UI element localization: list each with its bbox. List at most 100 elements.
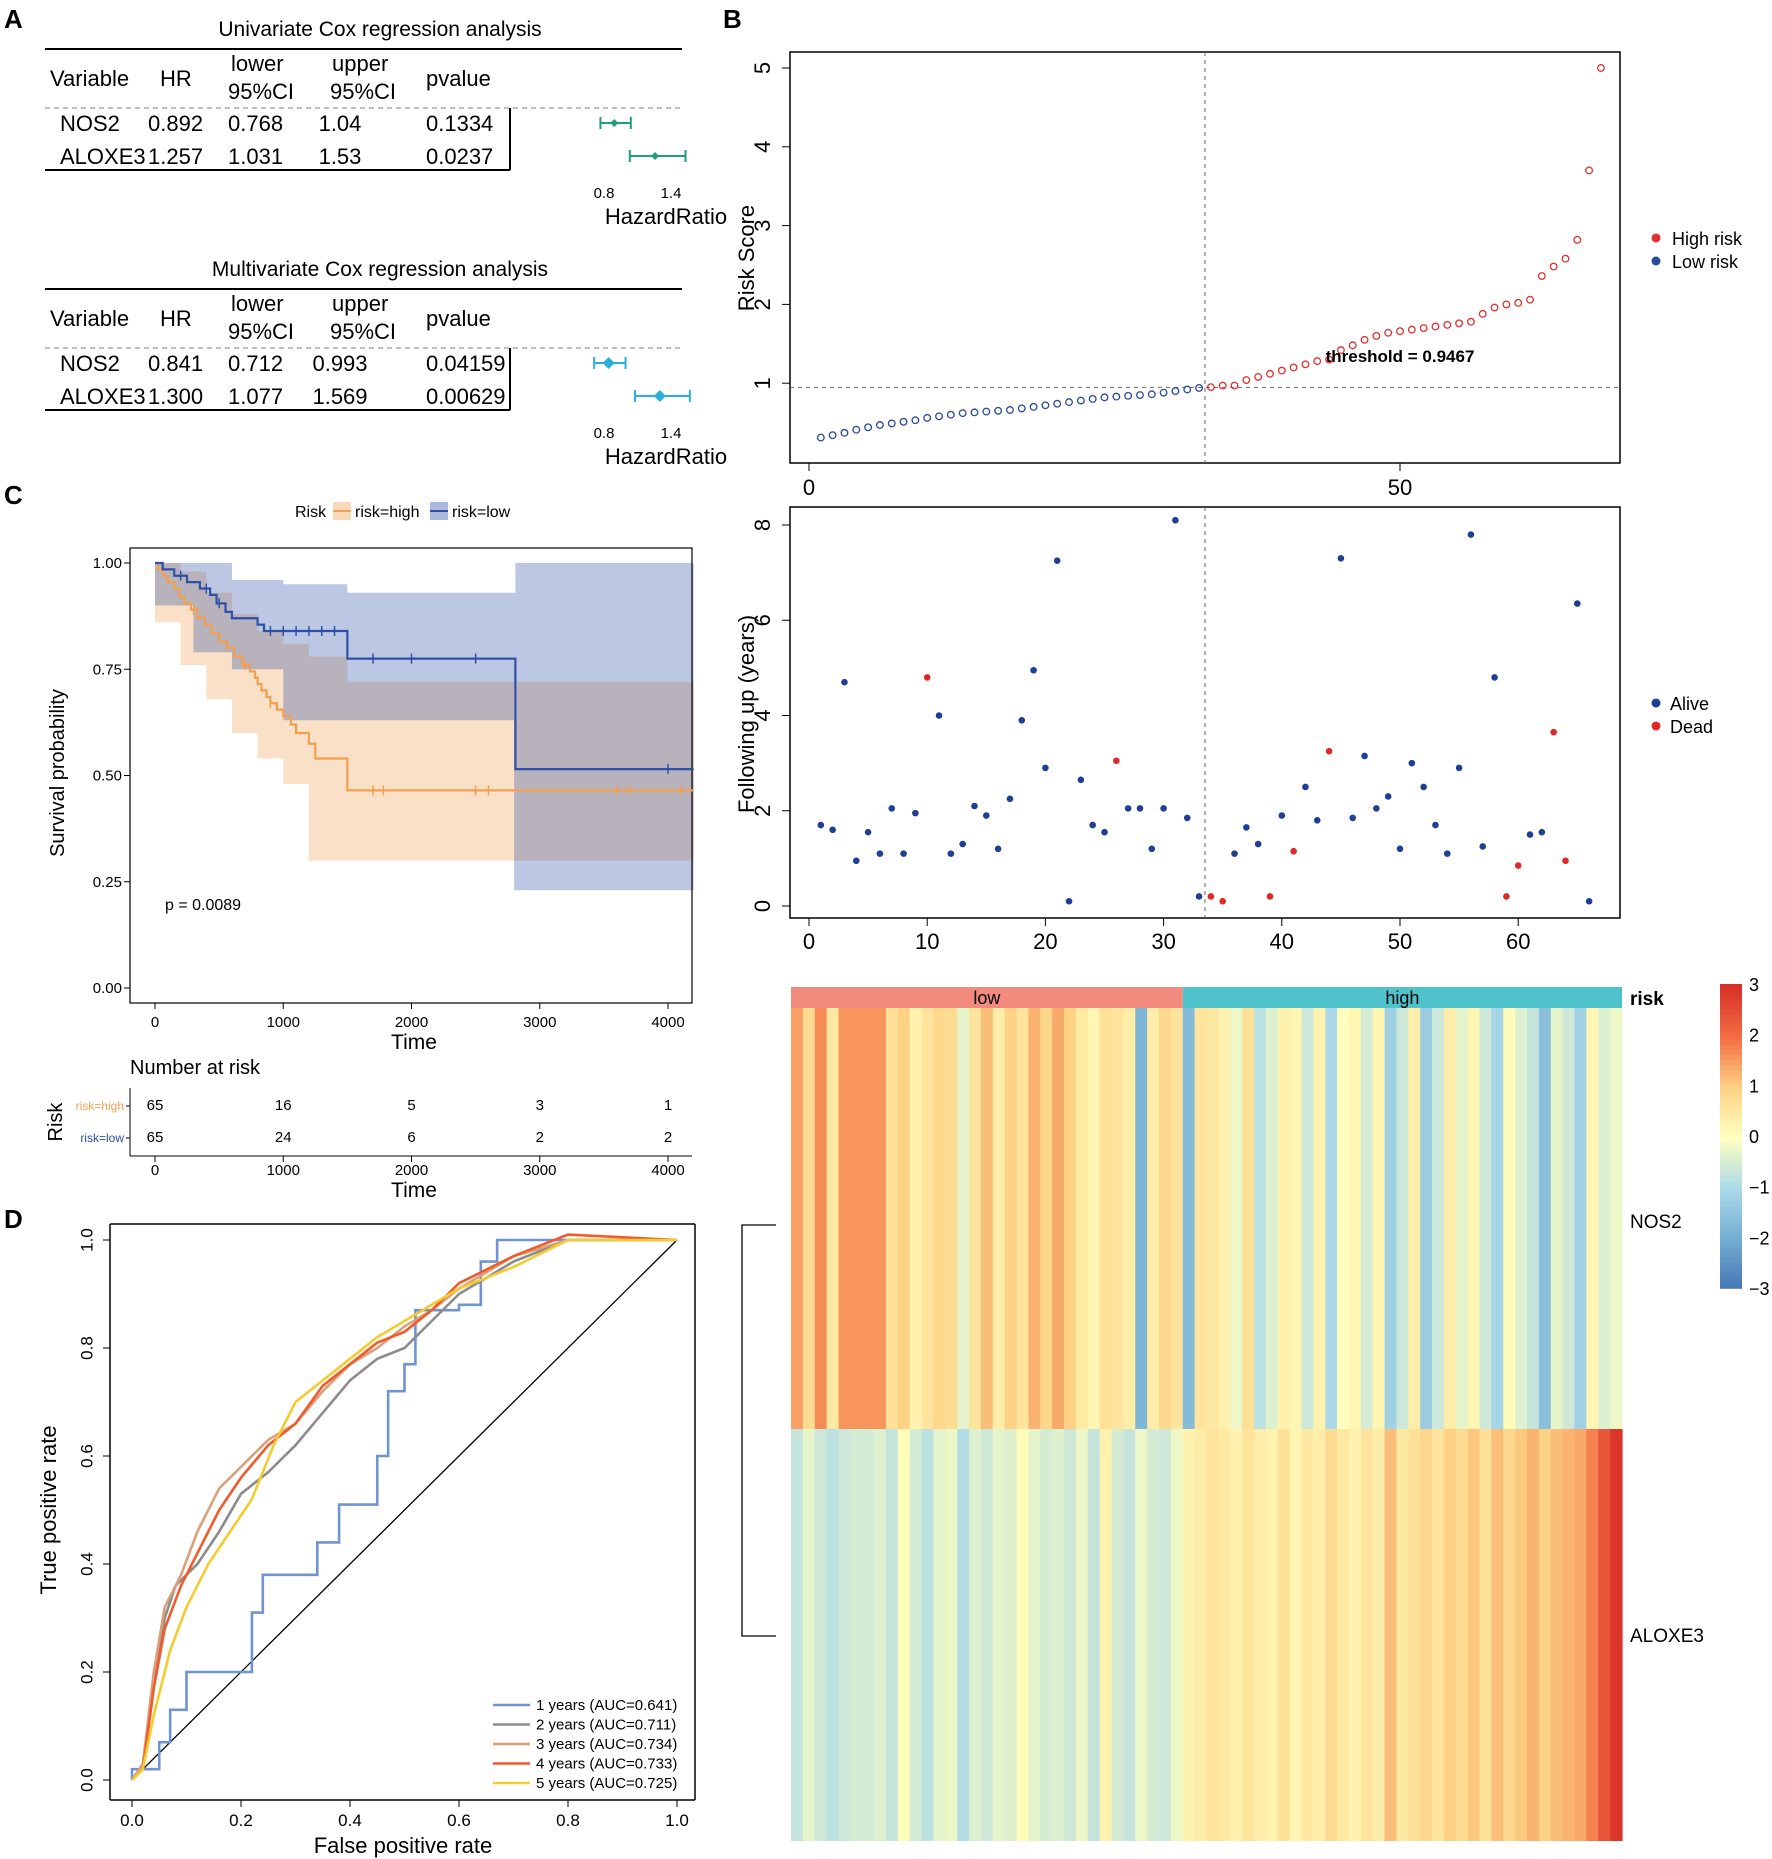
col-header-upper: upper <box>332 51 388 76</box>
y-axis-title: Following up (years) <box>734 615 759 813</box>
risk-table-title: Number at risk <box>130 1057 261 1079</box>
x-tick-label: 0.4 <box>338 1811 362 1830</box>
row-variable: NOS2 <box>60 351 120 376</box>
colorbar-segment <box>1720 1115 1742 1122</box>
colorbar-segment <box>1720 1090 1742 1097</box>
heat-cell-aloxe3 <box>921 1429 935 1841</box>
alive-point <box>1183 814 1191 822</box>
colorbar-segment <box>1720 994 1742 1000</box>
row-dendrogram <box>741 1224 776 1637</box>
y-tick-label: 0.2 <box>77 1660 96 1684</box>
x-axis-title: HazardRatio <box>605 204 727 229</box>
hr-point <box>602 357 615 369</box>
x-tick-label: 20 <box>1033 929 1057 954</box>
heat-cell-aloxe3 <box>1301 1429 1314 1841</box>
y-tick-label: 0.6 <box>77 1444 96 1468</box>
alive-point <box>1455 764 1463 772</box>
heat-cell-aloxe3 <box>909 1429 923 1841</box>
heat-cell-aloxe3 <box>1372 1429 1386 1841</box>
y-tick-label: 1.00 <box>93 555 122 572</box>
colorbar-segment <box>1720 1080 1742 1087</box>
row-lower: 1.031 <box>228 144 283 169</box>
heat-cell-nos2 <box>1562 1008 1576 1429</box>
col-header-variable: Variable <box>50 66 129 91</box>
heat-cell-nos2 <box>1610 1008 1623 1429</box>
col-header-lower: lower <box>231 51 284 76</box>
heat-cell-aloxe3 <box>1159 1429 1172 1841</box>
x-tick-label: 0.2 <box>229 1811 253 1830</box>
heat-cell-nos2 <box>826 1008 840 1429</box>
low-risk-point <box>1171 387 1180 396</box>
alive-point <box>1160 805 1167 812</box>
dead-point <box>1219 897 1226 905</box>
dead-point <box>1562 857 1569 865</box>
heat-cell-nos2 <box>1028 1008 1041 1429</box>
heat-cell-nos2 <box>992 1008 1006 1429</box>
colorbar-segment <box>1720 1110 1742 1117</box>
y-tick-label: 0.50 <box>93 768 122 785</box>
roc-curve <box>131 1238 677 1781</box>
colorbar-segment <box>1720 1054 1742 1061</box>
colorbar-segment <box>1720 1100 1742 1107</box>
heat-cell-aloxe3 <box>862 1429 875 1841</box>
heat-cell-nos2 <box>1135 1008 1148 1429</box>
y-tick-label: 0.00 <box>93 980 122 997</box>
heat-cell-nos2 <box>945 1008 958 1429</box>
col-header-hr: HR <box>160 306 192 331</box>
low-risk-point <box>1041 401 1050 410</box>
alive-point <box>1278 812 1286 819</box>
colorbar-segment <box>1720 1242 1742 1249</box>
colorbar-segment <box>1720 1176 1742 1183</box>
high-risk-point <box>1336 346 1345 355</box>
risk-table-row-label: risk=low <box>80 1131 124 1145</box>
colorbar-tick-label: 2 <box>1749 1026 1759 1046</box>
heat-cell-aloxe3 <box>1218 1429 1231 1841</box>
heat-cell-aloxe3 <box>1194 1429 1208 1841</box>
colorbar-segment <box>1720 1222 1742 1228</box>
y-tick-label: 0.75 <box>93 661 122 678</box>
heat-cell-aloxe3 <box>1527 1429 1540 1841</box>
x-tick-label: 0 <box>803 475 815 500</box>
heat-cell-nos2 <box>1253 1008 1267 1429</box>
heat-cell-aloxe3 <box>1064 1429 1077 1841</box>
row-hr: 1.257 <box>148 144 203 169</box>
heat-cell-nos2 <box>791 1008 804 1429</box>
low-risk-point <box>982 407 991 416</box>
row-variable: ALOXE3 <box>60 144 146 169</box>
heat-cell-nos2 <box>921 1008 935 1429</box>
high-risk-point <box>1313 357 1322 366</box>
diagonal-reference <box>131 1239 678 1781</box>
row-upper: 1.53 <box>319 144 362 169</box>
plot-frame <box>789 506 1621 919</box>
high-risk-point <box>1419 324 1428 332</box>
low-risk-point <box>970 408 979 417</box>
heat-cell-aloxe3 <box>1087 1429 1101 1841</box>
colorbar-segment <box>1720 1039 1742 1046</box>
alive-point <box>1136 805 1144 812</box>
alive-point <box>1396 845 1404 853</box>
heat-cell-nos2 <box>1301 1008 1314 1429</box>
dead-point <box>1290 847 1297 855</box>
colorbar-segment <box>1720 1024 1742 1031</box>
heat-cell-aloxe3 <box>1443 1429 1457 1841</box>
legend-marker <box>1651 256 1661 266</box>
follow-up-plot: 0 10 20 30 40 50 60 0 2 4 6 8 Following up (years) Al… <box>734 506 1713 954</box>
heat-cell-aloxe3 <box>1408 1429 1421 1841</box>
alive-point <box>829 826 836 834</box>
heat-cell-nos2 <box>1099 1008 1113 1429</box>
x-tick-label: 0 <box>151 1014 159 1031</box>
x-tick-label: 10 <box>915 929 939 954</box>
risk-table-x-tick-label: 3000 <box>523 1162 556 1179</box>
colorbar-segment <box>1720 1070 1742 1076</box>
heat-cell-aloxe3 <box>1420 1429 1433 1841</box>
low-risk-point <box>935 412 943 421</box>
x-tick-label: 0.8 <box>594 185 615 202</box>
low-risk-point <box>1159 388 1168 397</box>
high-risk-point <box>1372 331 1381 340</box>
alive-point <box>1420 783 1427 791</box>
alive-point <box>1053 557 1061 565</box>
heat-cell-nos2 <box>1218 1008 1231 1429</box>
row-label-nos2: NOS2 <box>1630 1212 1682 1233</box>
heat-cell-nos2 <box>1182 1008 1196 1429</box>
alive-point <box>1254 840 1262 848</box>
